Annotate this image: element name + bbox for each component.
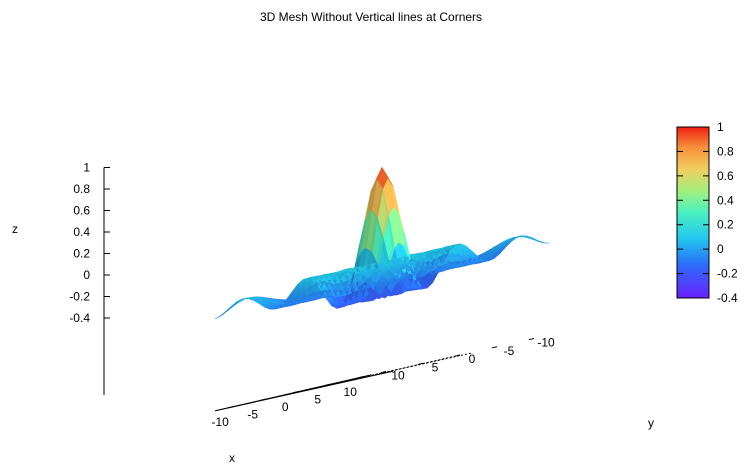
colorbar-gradient xyxy=(676,126,710,299)
surface-mesh xyxy=(215,166,549,320)
y-tick-mark xyxy=(380,371,387,374)
colorbar-tick-label: 0 xyxy=(717,242,724,256)
colorbar-tick-label: -0.4 xyxy=(717,291,738,305)
colorbar-tick-label: 0.8 xyxy=(717,144,734,158)
colorbar-tick-label: 0.2 xyxy=(717,218,734,232)
z-tick-label: 0.2 xyxy=(73,247,90,261)
grid-line-y0 xyxy=(303,354,461,392)
colorbar-tick-label: 0.4 xyxy=(717,193,734,207)
colorbar-tick-label: -0.2 xyxy=(717,267,738,281)
z-tick-label: 0 xyxy=(83,268,90,282)
z-tick-label: -0.2 xyxy=(69,290,90,304)
z-axis-label: z xyxy=(12,222,18,236)
y-tick-mark xyxy=(528,338,535,341)
z-tick-label: 0.6 xyxy=(73,204,90,218)
y-tick-label: 10 xyxy=(391,369,405,383)
x-tick-mark xyxy=(293,390,300,394)
y-tick-label: -5 xyxy=(504,344,515,358)
y-tick-label: 5 xyxy=(432,360,439,374)
y-tick-mark xyxy=(491,346,498,349)
y-tick-mark xyxy=(417,362,424,365)
x-tick-label: -5 xyxy=(247,407,258,421)
z-tick-label: -0.4 xyxy=(69,311,90,325)
z-tick-label: 0.8 xyxy=(73,182,90,196)
x-tick-mark xyxy=(358,375,365,379)
x-tick-mark xyxy=(260,398,267,401)
x-tick-label: 5 xyxy=(314,392,321,406)
y-axis-label: y xyxy=(648,416,654,430)
y-axis-ticks: -10 -5 0 5 10 xyxy=(380,336,555,383)
x-axis-ticks: -10 -5 0 5 10 xyxy=(212,375,365,429)
colorbar-tick-label: 1 xyxy=(717,120,724,134)
z-tick-label: 1 xyxy=(83,161,90,175)
y-tick-mark xyxy=(454,354,461,357)
surface-facet xyxy=(215,310,227,320)
x-axis-label: x xyxy=(229,451,235,465)
y-tick-label: 0 xyxy=(469,352,476,366)
z-axis: -0.4 -0.2 0 0.2 0.4 0.6 0.8 1 xyxy=(69,161,110,395)
chart-title: 3D Mesh Without Vertical lines at Corner… xyxy=(260,10,482,24)
x-tick-label: -10 xyxy=(212,415,230,429)
colorbar-tick-label: 0.6 xyxy=(717,169,734,183)
z-tick-label: 0.4 xyxy=(73,225,90,239)
x-tick-label: 0 xyxy=(282,400,289,414)
x-tick-label: 10 xyxy=(344,385,358,399)
colorbar: -0.4 -0.2 0 0.2 0.4 0.6 0.8 1 xyxy=(676,120,738,305)
x-tick-mark xyxy=(228,405,235,409)
x-tick-mark xyxy=(325,383,332,386)
y-tick-label: -10 xyxy=(537,336,555,350)
